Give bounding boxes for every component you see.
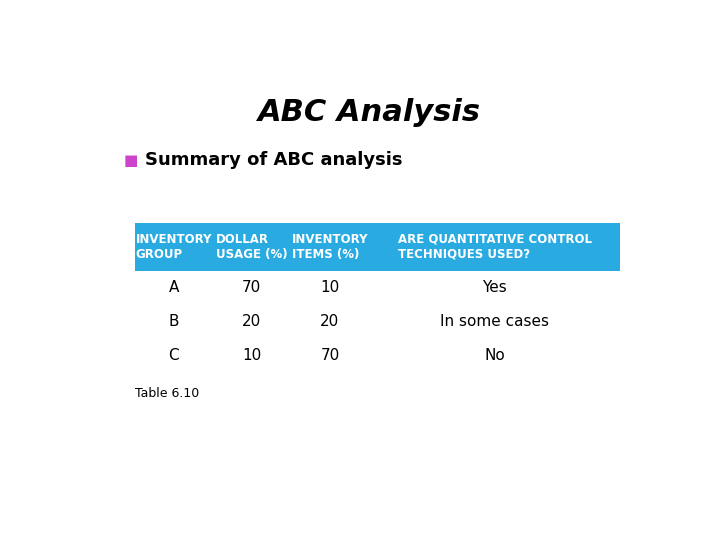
Text: Table 6.10: Table 6.10 (135, 388, 199, 401)
Text: B: B (168, 314, 179, 329)
Text: ARE QUANTITATIVE CONTROL
TECHNIQUES USED?: ARE QUANTITATIVE CONTROL TECHNIQUES USED… (397, 233, 592, 261)
Text: 70: 70 (320, 348, 340, 363)
Text: C: C (168, 348, 179, 363)
Text: ABC Analysis: ABC Analysis (258, 98, 480, 127)
Text: ■: ■ (124, 153, 138, 168)
Text: In some cases: In some cases (440, 314, 549, 329)
Text: 20: 20 (242, 314, 261, 329)
Text: 10: 10 (242, 348, 261, 363)
Text: 70: 70 (242, 280, 261, 295)
Text: A: A (168, 280, 179, 295)
Text: INVENTORY
GROUP: INVENTORY GROUP (135, 233, 212, 261)
Text: DOLLAR
USAGE (%): DOLLAR USAGE (%) (216, 233, 287, 261)
Text: Yes: Yes (482, 280, 507, 295)
Text: No: No (484, 348, 505, 363)
Text: INVENTORY
ITEMS (%): INVENTORY ITEMS (%) (292, 233, 368, 261)
Text: Summary of ABC analysis: Summary of ABC analysis (145, 151, 402, 170)
Text: 20: 20 (320, 314, 340, 329)
Bar (135, 223, 620, 271)
Text: 10: 10 (320, 280, 340, 295)
